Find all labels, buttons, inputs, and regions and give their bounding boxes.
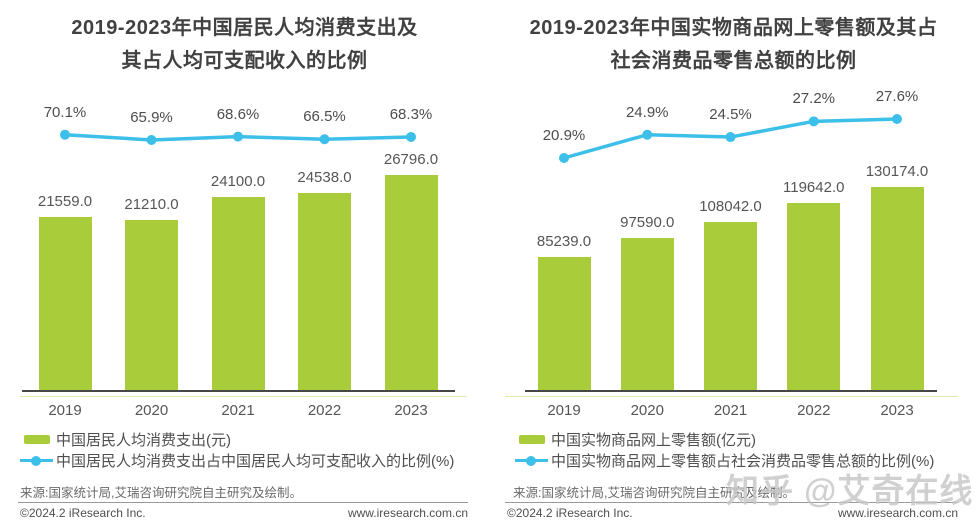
line-point xyxy=(808,116,819,127)
trend-line-layer xyxy=(60,129,416,145)
legend-right: 中国实物商品网上零售额(亿元) 中国实物商品网上零售额占社会消费品零售总额的比例… xyxy=(515,429,934,471)
bar-legend-label: 中国实物商品网上零售额(亿元) xyxy=(551,432,756,449)
x-axis-label: 2020 xyxy=(630,402,664,419)
bar-2020 xyxy=(125,220,178,390)
legend-row-line: 中国实物商品网上零售额占社会消费品零售总额的比例(%) xyxy=(515,450,934,471)
line-point xyxy=(319,134,330,145)
bar-2022 xyxy=(298,193,351,390)
plot-area-right: 85239.0 2019 97590.0 2020 108042.0 2021 119642… xyxy=(525,88,937,419)
source-note: 来源:国家统计局,艾瑞咨询研究院自主研究及绘制。 xyxy=(20,486,302,500)
watermark: 知乎 @艾奇在线 xyxy=(726,472,974,509)
x-axis-label: 2023 xyxy=(880,402,914,419)
chart-title-left: 2019-2023年中国居民人均消费支出及 其占人均可支配收入的比例 xyxy=(0,12,489,78)
line-legend-glyph xyxy=(20,455,53,466)
bar-value-label: 26796.0 xyxy=(383,151,439,168)
bar-2020 xyxy=(620,238,674,390)
bar-value-label: 85239.0 xyxy=(536,233,592,250)
line-point xyxy=(725,132,736,143)
percent-label: 65.9% xyxy=(130,108,173,126)
plot-area-left: 21559.0 2019 21210.0 2020 24100.0 2021 24538.0… xyxy=(22,95,455,419)
x-axis-label: 2023 xyxy=(394,402,428,419)
percent-label: 27.2% xyxy=(792,90,836,108)
line-legend-glyph xyxy=(515,455,548,466)
percent-label: 70.1% xyxy=(43,103,87,121)
legend-row-line: 中国居民人均消费支出占中国居民人均可支配收入的比例(%) xyxy=(20,450,454,471)
trend-line-layer xyxy=(559,114,902,163)
chart-title-right: 2019-2023年中国实物商品网上零售额及其占 社会消费品零售总额的比例 xyxy=(489,12,978,78)
line-point xyxy=(559,153,569,163)
bar-value-label: 97590.0 xyxy=(620,214,675,231)
axis-underline xyxy=(505,396,958,397)
line-point xyxy=(642,129,653,140)
line-legend-label: 中国居民人均消费支出占中国居民人均可支配收入的比例(%) xyxy=(56,453,455,470)
bar-2019 xyxy=(38,217,92,390)
bar-value-label: 119642.0 xyxy=(783,179,845,196)
percent-label: 66.5% xyxy=(303,108,346,126)
percent-label: 24.5% xyxy=(709,106,752,124)
bar-2021 xyxy=(704,222,757,390)
line-point xyxy=(146,134,157,145)
x-axis-label: 2021 xyxy=(221,402,255,419)
chart-title-line1: 2019-2023年中国居民人均消费支出及 xyxy=(71,17,418,39)
bar-2023 xyxy=(384,175,438,390)
x-axis-label: 2022 xyxy=(307,402,342,419)
chart-title-line2: 社会消费品零售总额的比例 xyxy=(610,50,857,72)
chart-title-line2: 其占人均可支配收入的比例 xyxy=(121,50,368,72)
percent-label: 24.9% xyxy=(625,103,669,121)
chart-panel-right: 2019-2023年中国实物商品网上零售额及其占 社会消费品零售总额的比例 85… xyxy=(489,0,978,528)
bar-value-label: 21210.0 xyxy=(124,196,179,213)
percent-label: 68.6% xyxy=(216,105,260,123)
source-note: 来源:国家统计局,艾瑞咨询研究院自主研究及绘制。 xyxy=(513,486,795,500)
legend-row-bar: 中国实物商品网上零售额(亿元) xyxy=(515,429,934,450)
footer-divider xyxy=(505,502,958,503)
x-axis-label: 2021 xyxy=(713,402,748,419)
x-axis-label: 2022 xyxy=(797,402,831,419)
line-legend-dot xyxy=(31,455,41,466)
bar-value-label: 24538.0 xyxy=(297,169,352,186)
x-axis-label: 2020 xyxy=(134,402,169,419)
legend-left: 中国居民人均消费支出(元) 中国居民人均消费支出占中国居民人均可支配收入的比例(… xyxy=(20,429,454,471)
footer-divider xyxy=(18,502,468,503)
line-point xyxy=(233,131,243,142)
percent-label: 27.6% xyxy=(875,88,919,106)
legend-row-bar: 中国居民人均消费支出(元) xyxy=(20,429,454,450)
copyright-text: ©2024.2 iResearch Inc. xyxy=(507,506,633,520)
website-url: www.iresearch.com.cn xyxy=(837,506,958,520)
bar-value-label: 21559.0 xyxy=(37,193,93,210)
percent-label: 68.3% xyxy=(389,105,433,123)
chart-title-line1: 2019-2023年中国实物商品网上零售额及其占 xyxy=(529,17,938,39)
chart-panel-left: 2019-2023年中国居民人均消费支出及 其占人均可支配收入的比例 21559… xyxy=(0,12,489,520)
bar-2023 xyxy=(870,187,924,390)
percent-label: 20.9% xyxy=(542,127,586,144)
line-legend-dot xyxy=(526,455,536,466)
line-point xyxy=(406,131,416,142)
x-axis-label: 2019 xyxy=(547,402,581,419)
bar-2019 xyxy=(537,257,591,390)
bar-value-label: 130174.0 xyxy=(865,163,929,180)
bar-2022 xyxy=(787,203,841,390)
bar-value-label: 108042.0 xyxy=(699,198,762,215)
bar-legend-swatch xyxy=(24,435,50,444)
bar-2021 xyxy=(211,197,265,390)
x-axis-label: 2019 xyxy=(48,402,82,419)
axis-underline xyxy=(20,396,467,397)
bar-value-label: 24100.0 xyxy=(210,173,266,190)
copyright-text: ©2024.2 iResearch Inc. xyxy=(20,506,146,520)
line-point xyxy=(892,114,902,125)
bar-legend-swatch xyxy=(519,435,545,444)
bar-legend-label: 中国居民人均消费支出(元) xyxy=(56,432,231,449)
website-url: www.iresearch.com.cn xyxy=(347,506,468,520)
line-point xyxy=(60,129,70,140)
line-legend-label: 中国实物商品网上零售额占社会消费品零售总额的比例(%) xyxy=(551,453,935,470)
